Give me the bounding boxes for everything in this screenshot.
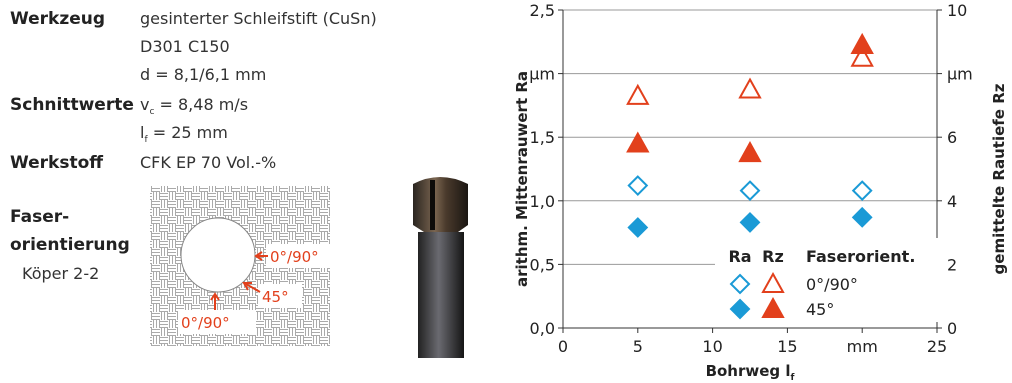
point bbox=[740, 80, 760, 98]
param-label: Schnittwerte bbox=[10, 95, 134, 115]
y2-tick-label: 4 bbox=[947, 192, 957, 211]
point bbox=[629, 177, 647, 195]
point bbox=[853, 208, 871, 226]
x-tick-label: 10 bbox=[702, 337, 722, 356]
value-text: CFK EP 70 Vol.-% bbox=[140, 153, 276, 172]
y2-tick-label: 2 bbox=[947, 255, 957, 274]
value-text: = 8,48 m/s bbox=[154, 95, 248, 114]
figure: Werkzeug gesinterter Schleifstift (CuSn) D… bbox=[0, 0, 1012, 383]
point bbox=[628, 86, 648, 104]
subscript: f bbox=[791, 373, 795, 383]
chart: 0,0 0,5 1,0 1,5 µm 2,5 0 2 4 6 µm 10 0 5 10 15 mm 25 arith… bbox=[513, 1, 1008, 383]
param-value: vc = 8,48 m/s bbox=[140, 95, 248, 117]
tool-photo bbox=[408, 168, 476, 358]
annotation: 0°/90° bbox=[270, 248, 319, 266]
fiber-diagram: 0°/90° 45° 0°/90° bbox=[150, 186, 348, 346]
x-tick-label: 15 bbox=[777, 337, 797, 356]
x-axis-title: Bohrweg lf bbox=[706, 362, 795, 383]
y2-axis-title: gemittelte Rautiefe Rz bbox=[990, 83, 1008, 274]
point bbox=[741, 182, 759, 200]
legend-header: Faserorient. bbox=[806, 247, 915, 266]
legend-header: Ra bbox=[728, 247, 751, 266]
param-value: gesinterter Schleifstift (CuSn) bbox=[140, 9, 377, 28]
param-value: D301 C150 bbox=[140, 37, 230, 56]
y-tick-label: 0,0 bbox=[530, 319, 555, 338]
weave-label: Köper 2-2 bbox=[22, 264, 99, 283]
y2-tick-label: 10 bbox=[947, 1, 967, 20]
y-axis-title: arithm. Mittenrauwert Ra bbox=[513, 71, 531, 287]
y-tick-label: 2,5 bbox=[530, 1, 555, 20]
point bbox=[852, 35, 872, 53]
point bbox=[629, 219, 647, 237]
value-text: d = 8,1/6,1 mm bbox=[140, 65, 266, 84]
param-label: Werkstoff bbox=[10, 153, 103, 173]
x-tick-label: 25 bbox=[927, 337, 947, 356]
param-value: lf = 25 mm bbox=[140, 123, 228, 145]
param-value: d = 8,1/6,1 mm bbox=[140, 65, 266, 84]
y2-tick-label: µm bbox=[947, 65, 973, 84]
symbol: v bbox=[140, 95, 149, 114]
x-tick-label: mm bbox=[847, 337, 878, 356]
value-text: gesinterter Schleifstift (CuSn) bbox=[140, 9, 377, 28]
point bbox=[741, 213, 759, 231]
y2-tick-label: 6 bbox=[947, 128, 957, 147]
y2-tick-label: 0 bbox=[947, 319, 957, 338]
legend-label: 0°/90° bbox=[806, 275, 858, 294]
y-tick-label: µm bbox=[529, 65, 555, 84]
annotation: 45° bbox=[262, 288, 289, 306]
fiber-label: Faser- bbox=[10, 207, 69, 227]
legend-label: 45° bbox=[806, 300, 834, 319]
x-tick-label: 0 bbox=[558, 337, 568, 356]
value-text: = 25 mm bbox=[148, 123, 228, 142]
fiber-label: orientierung bbox=[10, 235, 130, 255]
y-tick-label: 1,0 bbox=[530, 192, 555, 211]
value-text: D301 C150 bbox=[140, 37, 230, 56]
annotation: 0°/90° bbox=[181, 314, 230, 332]
y-tick-label: 1,5 bbox=[530, 128, 555, 147]
title-text: Bohrweg l bbox=[706, 362, 791, 380]
param-value: CFK EP 70 Vol.-% bbox=[140, 153, 276, 172]
param-label: Werkzeug bbox=[10, 9, 105, 29]
y-tick-label: 0,5 bbox=[530, 255, 555, 274]
point bbox=[740, 143, 760, 161]
point bbox=[628, 134, 648, 152]
legend-header: Rz bbox=[762, 247, 784, 266]
bore bbox=[181, 218, 255, 292]
point bbox=[853, 182, 871, 200]
x-tick-label: 5 bbox=[633, 337, 643, 356]
